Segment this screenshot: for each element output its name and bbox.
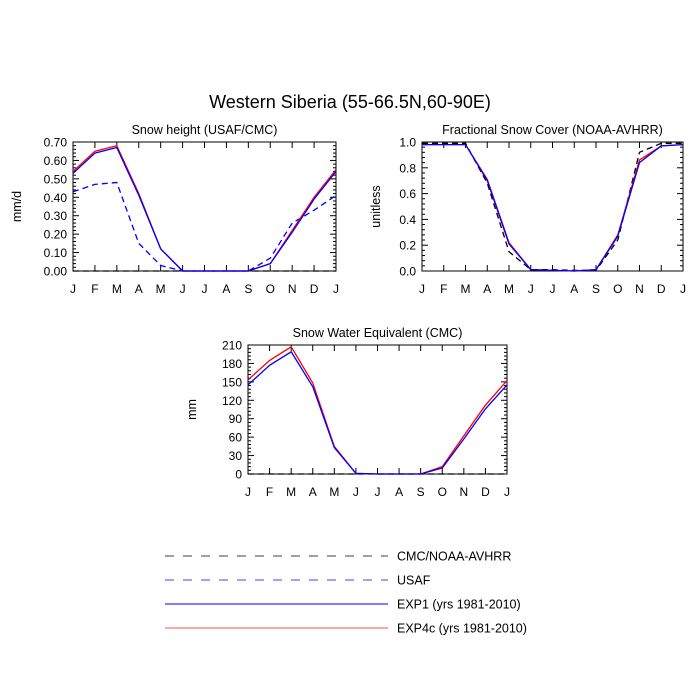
chart-panel-1: Snow height (USAF/CMC) mm/d 0.00 0.10 0.20 0.… bbox=[10, 123, 339, 296]
x-tick-label: M bbox=[461, 282, 471, 296]
charts: Snow height (USAF/CMC)mm/d0.000.100.200.… bbox=[10, 123, 686, 499]
x-tick-label: N bbox=[635, 282, 644, 296]
y-tick-label: 0.2 bbox=[399, 239, 416, 253]
y-tick-label: 0.70 bbox=[44, 136, 68, 150]
y-tick-label: 60 bbox=[229, 431, 243, 445]
y-tick-label: 210 bbox=[222, 339, 242, 353]
y-tick-label: 150 bbox=[222, 375, 242, 389]
y-tick-label: 1.0 bbox=[399, 136, 416, 150]
x-tick-label: J bbox=[550, 282, 556, 296]
x-tick-label: M bbox=[286, 485, 296, 499]
chart-title: Fractional Snow Cover (NOAA-AVHRR) bbox=[442, 123, 663, 137]
y-tick-label: 0.00 bbox=[44, 265, 68, 279]
y-tick-label: 180 bbox=[222, 357, 242, 371]
legend-label: CMC/NOAA-AVHRR bbox=[397, 550, 511, 564]
x-tick-label: D bbox=[310, 282, 319, 296]
x-tick-label: A bbox=[395, 485, 403, 499]
x-tick-label: A bbox=[570, 282, 578, 296]
y-tick-label: 30 bbox=[229, 449, 243, 463]
y-tick-label: 0.50 bbox=[44, 172, 68, 186]
y-axis-label: mm/d bbox=[10, 191, 24, 222]
chart-title: Snow height (USAF/CMC) bbox=[132, 123, 278, 137]
x-tick-label: N bbox=[459, 485, 468, 499]
plot-frame bbox=[72, 141, 337, 272]
series-line-cmc-noaa-avhrr bbox=[422, 142, 683, 272]
x-tick-label: F bbox=[91, 282, 98, 296]
x-tick-label: A bbox=[309, 485, 317, 499]
x-tick-label: M bbox=[329, 485, 339, 499]
x-tick-label: M bbox=[504, 282, 514, 296]
series-line-exp4c-yrs-1981-2010 bbox=[247, 345, 508, 475]
x-tick-label: S bbox=[244, 282, 252, 296]
chart-title: Snow Water Equivalent (CMC) bbox=[293, 326, 463, 340]
legend-label: EXP4c (yrs 1981-2010) bbox=[397, 622, 527, 636]
x-tick-label: J bbox=[202, 282, 208, 296]
x-tick-label: J bbox=[680, 282, 686, 296]
x-tick-label: J bbox=[180, 282, 186, 296]
plot-frame bbox=[247, 344, 508, 475]
chart-panel-3: Snow Water Equivalent (CMC) mm 0 30 60 90 120 1… bbox=[185, 326, 510, 499]
x-tick-label: A bbox=[135, 282, 143, 296]
y-tick-label: 0.20 bbox=[44, 228, 68, 242]
y-axis-label: mm bbox=[185, 399, 199, 420]
y-tick-label: 90 bbox=[229, 412, 243, 426]
y-tick-label: 0.8 bbox=[399, 161, 416, 175]
x-tick-label: A bbox=[222, 282, 230, 296]
x-tick-label: M bbox=[156, 282, 166, 296]
series-line-exp1-yrs-1981-2010 bbox=[422, 143, 684, 272]
legend: CMC/NOAA-AVHRR USAF EXP1 (yrs 1981-2010) EX… bbox=[165, 550, 527, 636]
x-tick-label: O bbox=[266, 282, 275, 296]
y-tick-label: 0.30 bbox=[44, 209, 68, 223]
x-tick-label: N bbox=[288, 282, 297, 296]
y-tick-label: 0.10 bbox=[44, 246, 68, 260]
legend-label: USAF bbox=[397, 574, 431, 588]
y-tick-label: 0.0 bbox=[399, 265, 416, 279]
x-tick-label: S bbox=[592, 282, 600, 296]
x-tick-label: J bbox=[528, 282, 534, 296]
y-axis-label: unitless bbox=[369, 185, 383, 227]
x-tick-label: J bbox=[353, 485, 359, 499]
x-tick-label: D bbox=[481, 485, 490, 499]
x-tick-label: J bbox=[419, 282, 425, 296]
y-tick-label: 0.60 bbox=[44, 154, 68, 168]
y-tick-label: 0.4 bbox=[399, 213, 416, 227]
x-tick-label: O bbox=[438, 485, 447, 499]
y-tick-label: 0.40 bbox=[44, 191, 68, 205]
series-line-exp4c-yrs-1981-2010 bbox=[422, 143, 684, 272]
x-tick-label: J bbox=[245, 485, 251, 499]
y-tick-label: 0 bbox=[235, 468, 242, 482]
x-tick-label: J bbox=[375, 485, 381, 499]
y-tick-label: 120 bbox=[222, 394, 242, 408]
x-tick-label: F bbox=[440, 282, 447, 296]
series-line-exp1-yrs-1981-2010 bbox=[72, 146, 337, 272]
x-tick-label: F bbox=[266, 485, 273, 499]
x-tick-label: J bbox=[504, 485, 510, 499]
legend-label: EXP1 (yrs 1981-2010) bbox=[397, 598, 521, 612]
chart-panel-2: Fractional Snow Cover (NOAA-AVHRR) unitle… bbox=[369, 123, 686, 296]
figure-title: Western Siberia (55-66.5N,60-90E) bbox=[209, 92, 491, 112]
series-line-exp4c-yrs-1981-2010 bbox=[72, 144, 337, 272]
x-tick-label: M bbox=[112, 282, 122, 296]
x-tick-label: J bbox=[333, 282, 339, 296]
x-tick-label: D bbox=[657, 282, 666, 296]
x-tick-label: A bbox=[483, 282, 491, 296]
x-tick-label: S bbox=[417, 485, 425, 499]
x-tick-label: O bbox=[613, 282, 622, 296]
x-tick-label: J bbox=[70, 282, 76, 296]
series-line-exp1-yrs-1981-2010 bbox=[247, 350, 508, 475]
y-tick-label: 0.6 bbox=[399, 187, 416, 201]
plot-frame bbox=[421, 141, 684, 272]
